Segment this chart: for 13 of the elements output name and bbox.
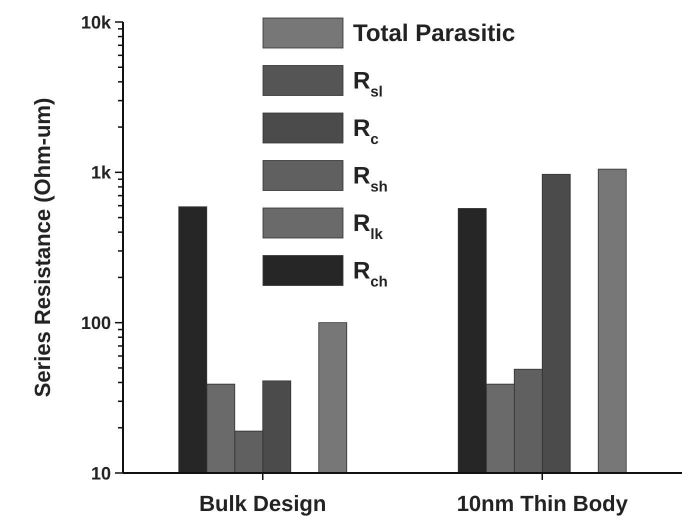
y-tick-label: 100 (80, 312, 111, 333)
legend-label: R$_{sh}$ (353, 162, 388, 196)
legend-label: R$_{sl}$ (353, 68, 383, 100)
y-axis-title: Series Resistance (Ohm-um) (30, 98, 55, 398)
legend-label: R$_{c}$ (353, 115, 379, 148)
y-tick-label: 1k (90, 162, 112, 183)
y-tick-label: 10 (90, 463, 111, 484)
x-tick-label: 10nm Thin Body (456, 491, 629, 516)
y-tick-label: 10k (80, 12, 112, 32)
legend-label: R$_{lk}$ (353, 210, 384, 243)
legend-label: Total Parasitic (353, 20, 516, 47)
legend-label: R$_{ch}$ (353, 258, 388, 290)
x-tick-label: Bulk Design (199, 491, 326, 516)
